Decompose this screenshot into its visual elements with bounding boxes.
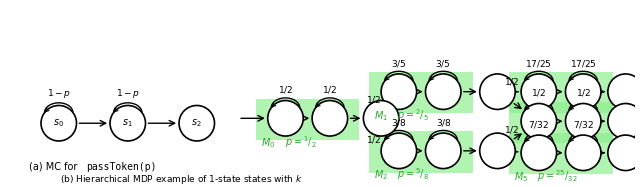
Circle shape	[521, 135, 557, 171]
Circle shape	[364, 101, 399, 136]
Text: (b) Hierarchical MDP example of 1-state states with $k$: (b) Hierarchical MDP example of 1-state …	[61, 173, 303, 186]
FancyBboxPatch shape	[256, 99, 360, 140]
FancyBboxPatch shape	[369, 131, 473, 173]
Text: $p = ^{1}/_{2}$: $p = ^{1}/_{2}$	[285, 134, 317, 150]
Text: $3/5$: $3/5$	[391, 58, 407, 69]
Text: $M_5$: $M_5$	[514, 170, 529, 184]
Circle shape	[566, 104, 601, 139]
FancyBboxPatch shape	[509, 102, 612, 143]
Text: $1/2$: $1/2$	[504, 124, 519, 135]
Text: $1/2$: $1/2$	[278, 84, 293, 95]
Text: $1/2$: $1/2$	[575, 87, 591, 98]
Text: $1/2$: $1/2$	[504, 76, 519, 87]
Text: $1-p$: $1-p$	[116, 87, 140, 100]
Circle shape	[521, 104, 557, 139]
Text: $p = ^{5}/_{8}$: $p = ^{5}/_{8}$	[397, 167, 429, 183]
Circle shape	[608, 135, 640, 171]
Circle shape	[381, 133, 417, 168]
Text: $p = ^{25}/_{32}$: $p = ^{25}/_{32}$	[537, 169, 577, 184]
Circle shape	[480, 133, 515, 168]
Text: $M_2$: $M_2$	[374, 168, 388, 182]
Text: $s_{2}$: $s_{2}$	[191, 117, 202, 129]
Circle shape	[426, 133, 461, 168]
Text: $7/32$: $7/32$	[528, 119, 550, 130]
Circle shape	[110, 105, 145, 141]
Circle shape	[41, 105, 77, 141]
Circle shape	[312, 101, 348, 136]
Text: $3/8$: $3/8$	[436, 117, 451, 128]
Circle shape	[521, 74, 557, 109]
Text: (a) MC for: (a) MC for	[29, 162, 81, 172]
Text: $3/5$: $3/5$	[435, 58, 451, 69]
Text: $7/32$: $7/32$	[573, 119, 594, 130]
Text: $M_1$: $M_1$	[374, 109, 388, 123]
Text: passToken(p): passToken(p)	[86, 162, 157, 172]
Text: $p = ^{2}/_{5}$: $p = ^{2}/_{5}$	[397, 108, 429, 123]
Text: $17/25$: $17/25$	[570, 58, 596, 69]
Circle shape	[268, 101, 303, 136]
FancyBboxPatch shape	[509, 72, 612, 113]
Circle shape	[566, 135, 601, 171]
Text: $1-p$: $1-p$	[47, 87, 71, 100]
Text: $17/25$: $17/25$	[525, 58, 552, 69]
Text: $M_0$: $M_0$	[261, 136, 275, 150]
Circle shape	[608, 74, 640, 109]
Text: $s_{0}$: $s_{0}$	[53, 117, 64, 129]
Circle shape	[381, 74, 417, 109]
Circle shape	[480, 74, 515, 109]
Text: $1/2$: $1/2$	[366, 94, 381, 105]
Text: $3/8$: $3/8$	[391, 117, 406, 128]
FancyBboxPatch shape	[369, 72, 473, 113]
FancyBboxPatch shape	[509, 133, 612, 174]
Circle shape	[566, 74, 601, 109]
Circle shape	[179, 105, 214, 141]
Text: $1/2$: $1/2$	[323, 84, 337, 95]
Circle shape	[608, 104, 640, 139]
Text: $s_{1}$: $s_{1}$	[122, 117, 133, 129]
Circle shape	[426, 74, 461, 109]
Text: $1/2$: $1/2$	[531, 87, 547, 98]
Text: $1/2$: $1/2$	[366, 134, 381, 145]
